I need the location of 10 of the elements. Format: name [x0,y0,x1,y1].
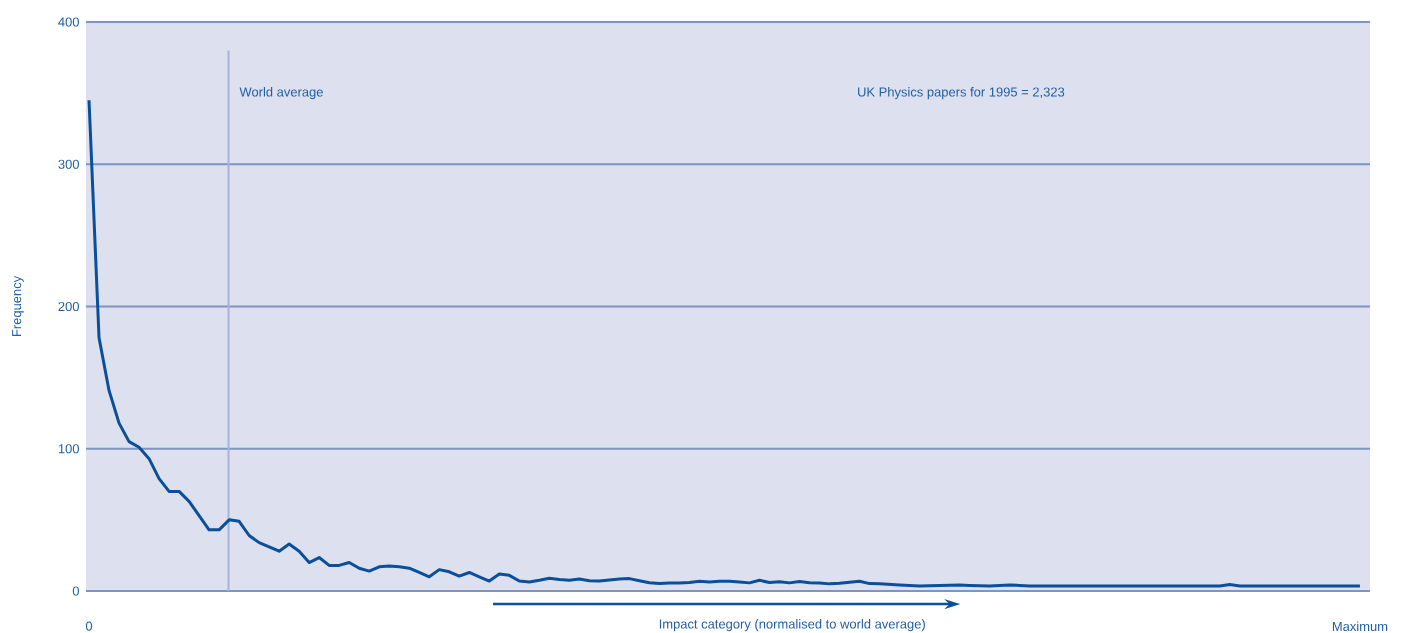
annotation: World average [239,87,323,100]
y-tick-label: 200 [58,301,79,312]
x-axis-title: Impact category (normalised to world average) [659,619,925,632]
y-tick-label: 400 [58,17,79,27]
y-axis-title: Frequency [12,275,24,337]
x-tick-label: Maximum [1332,621,1388,632]
y-tick-label: 0 [72,586,79,596]
annotation: UK Physics papers for 1995 = 2,323 [858,87,1065,100]
y-tick-label: 300 [58,159,79,169]
y-tick-label: 100 [58,444,79,454]
